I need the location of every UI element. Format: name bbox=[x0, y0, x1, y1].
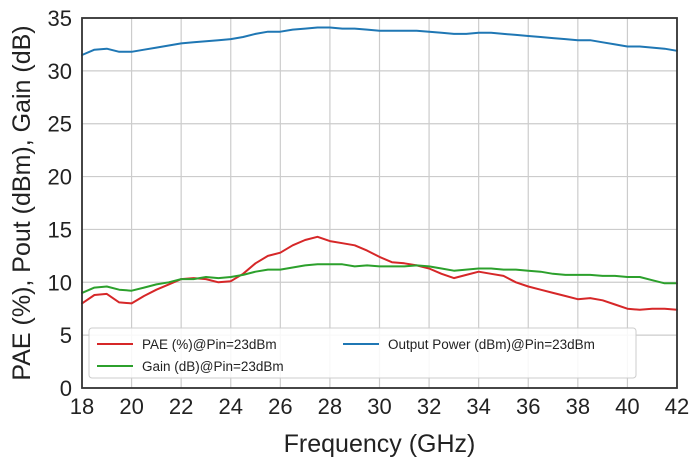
y-tick-label: 0 bbox=[60, 376, 72, 401]
x-tick-label: 20 bbox=[119, 394, 143, 419]
x-tick-label: 18 bbox=[70, 394, 94, 419]
y-axis-ticks: 0 5 10 15 20 25 30 35 bbox=[48, 6, 72, 401]
x-tick-label: 42 bbox=[665, 394, 689, 419]
series-line-output-power-dbm-pin-23dbm bbox=[81, 26, 678, 56]
y-tick-label: 25 bbox=[48, 112, 72, 137]
y-tick-label: 35 bbox=[48, 6, 72, 31]
legend-label: Output Power (dBm)@Pin=23dBm bbox=[388, 337, 595, 352]
legend-label: Gain (dB)@Pin=23dBm bbox=[142, 359, 284, 374]
legend-frame bbox=[88, 327, 637, 379]
x-tick-label: 34 bbox=[466, 394, 490, 419]
x-tick-label: 28 bbox=[318, 394, 342, 419]
y-tick-label: 30 bbox=[48, 59, 72, 84]
series-line-gain-db-pin-23dbm bbox=[81, 263, 678, 294]
series-lines bbox=[81, 26, 678, 311]
x-tick-label: 32 bbox=[417, 394, 441, 419]
x-tick-label: 36 bbox=[516, 394, 540, 419]
y-axis-label: PAE (%), Pout (dBm), Gain (dB) bbox=[8, 25, 36, 380]
x-axis-label: Frequency (GHz) bbox=[284, 430, 476, 458]
x-tick-label: 26 bbox=[268, 394, 292, 419]
legend-label: PAE (%)@Pin=23dBm bbox=[142, 337, 277, 352]
y-tick-label: 20 bbox=[48, 165, 72, 190]
legend: PAE (%)@Pin=23dBm Gain (dB)@Pin=23dBm Outp… bbox=[88, 327, 637, 379]
x-tick-label: 22 bbox=[169, 394, 193, 419]
y-tick-label: 15 bbox=[48, 217, 72, 242]
x-tick-label: 30 bbox=[367, 394, 391, 419]
y-tick-label: 10 bbox=[48, 270, 72, 295]
x-tick-label: 24 bbox=[219, 394, 243, 419]
x-tick-label: 40 bbox=[615, 394, 639, 419]
plot-frame bbox=[81, 17, 678, 389]
x-axis-ticks: 18 20 22 24 26 28 30 32 34 36 38 40 42 bbox=[70, 394, 689, 419]
x-tick-label: 38 bbox=[566, 394, 590, 419]
y-tick-label: 5 bbox=[60, 323, 72, 348]
